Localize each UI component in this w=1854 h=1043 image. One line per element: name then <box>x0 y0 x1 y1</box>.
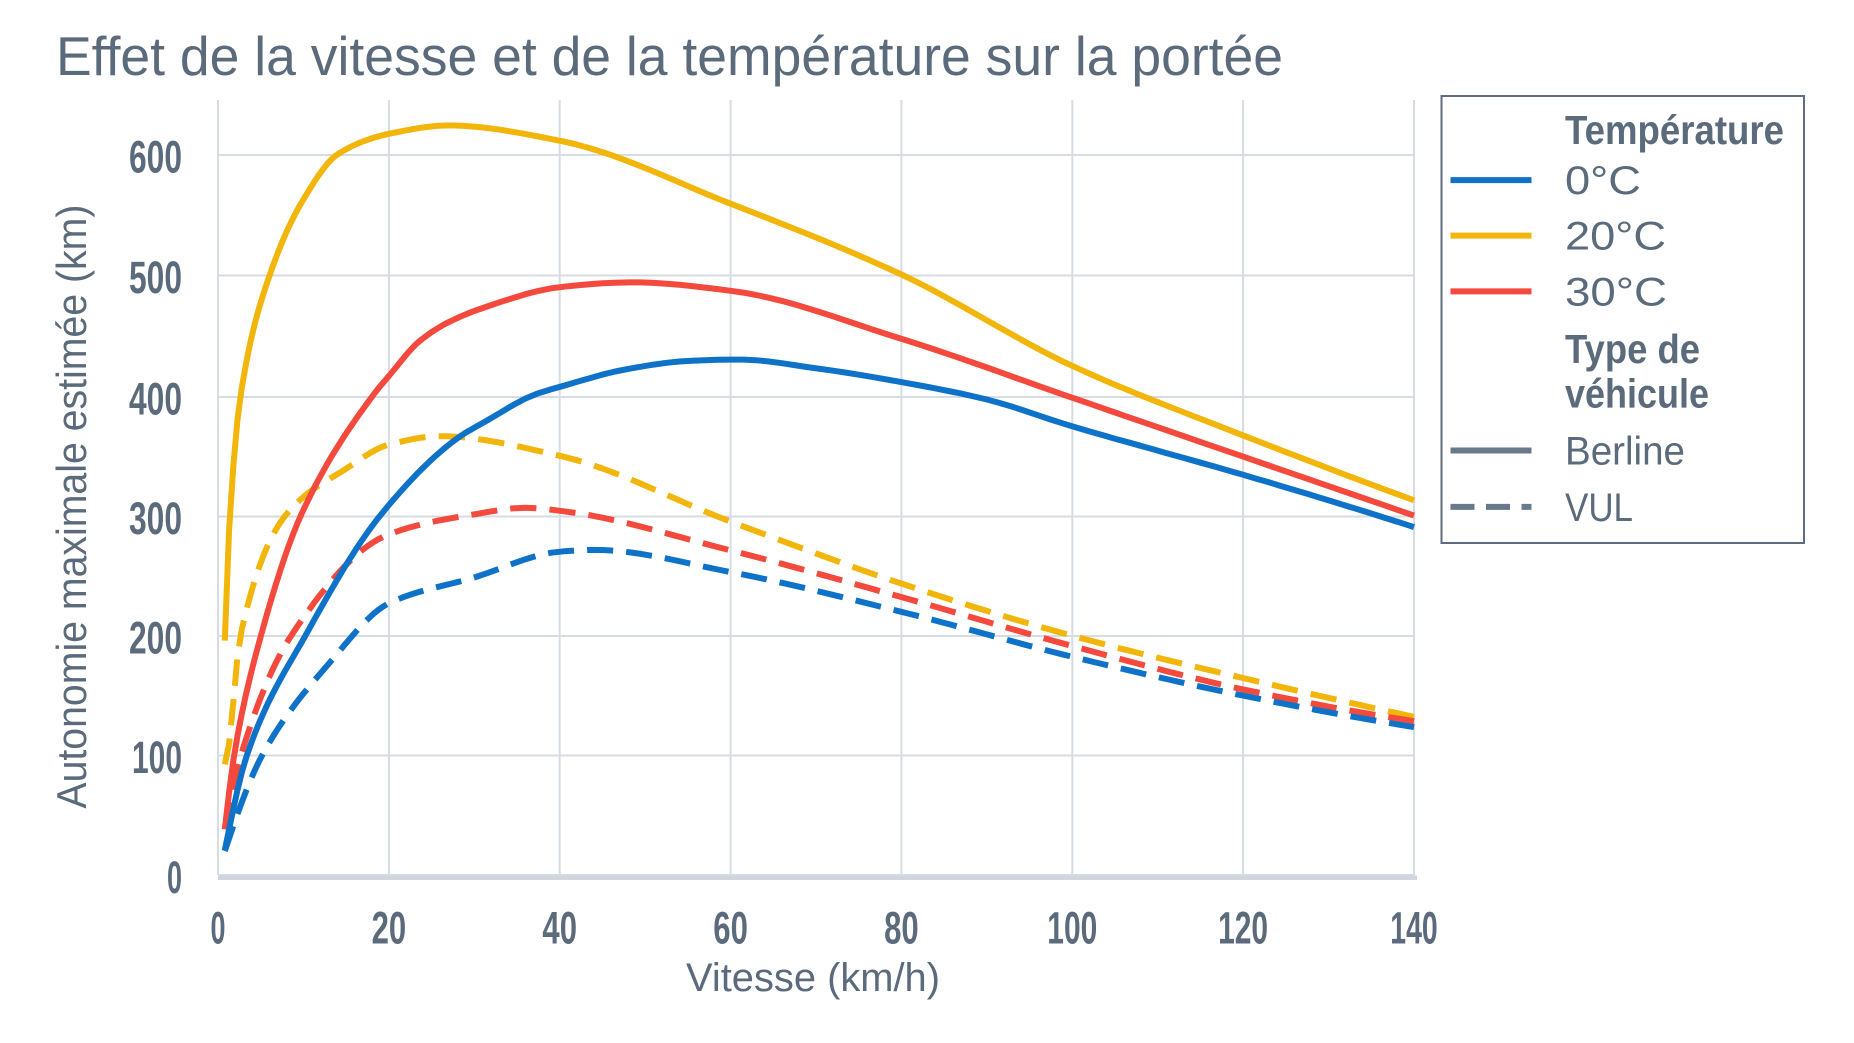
svg-text:20: 20 <box>372 903 407 954</box>
svg-text:véhicule: véhicule <box>1565 370 1709 416</box>
svg-text:30°C: 30°C <box>1565 270 1667 314</box>
svg-text:80: 80 <box>884 903 919 954</box>
svg-text:Type de: Type de <box>1565 326 1700 372</box>
svg-text:100: 100 <box>132 732 182 783</box>
svg-text:40: 40 <box>542 903 577 954</box>
svg-text:400: 400 <box>129 374 182 425</box>
svg-text:0°C: 0°C <box>1565 159 1641 203</box>
svg-text:Autonomie maximale estimée (km: Autonomie maximale estimée (km) <box>48 205 95 809</box>
svg-text:200: 200 <box>129 613 182 664</box>
svg-text:600: 600 <box>129 132 182 183</box>
svg-text:140: 140 <box>1390 903 1438 954</box>
svg-text:Berline: Berline <box>1565 430 1685 474</box>
svg-text:0: 0 <box>167 852 182 903</box>
svg-text:VUL: VUL <box>1565 486 1633 530</box>
svg-text:Effet de la vitesse et de la t: Effet de la vitesse et de la température… <box>56 26 1283 87</box>
svg-text:20°C: 20°C <box>1565 215 1666 259</box>
svg-text:500: 500 <box>129 252 182 303</box>
svg-text:120: 120 <box>1218 903 1268 954</box>
svg-text:60: 60 <box>713 903 748 954</box>
svg-text:Température: Température <box>1565 107 1784 153</box>
svg-text:Vitesse (km/h): Vitesse (km/h) <box>686 956 940 1000</box>
svg-text:300: 300 <box>129 493 182 544</box>
svg-text:0: 0 <box>211 903 226 954</box>
svg-text:100: 100 <box>1047 903 1097 954</box>
